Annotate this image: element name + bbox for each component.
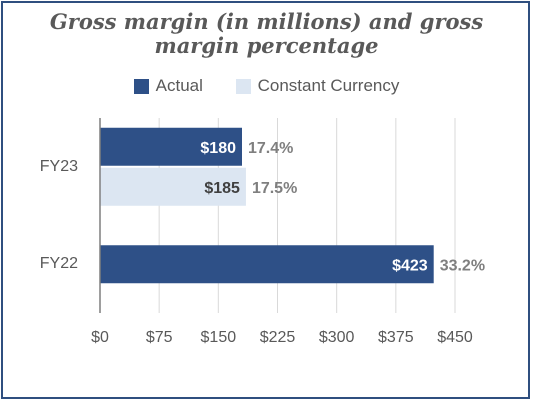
x-tick-label: $75 bbox=[146, 329, 173, 346]
x-tick-label: $450 bbox=[437, 329, 473, 346]
bar-constant-currency-fy23 bbox=[100, 167, 246, 206]
chart-legend: Actual Constant Currency bbox=[0, 76, 533, 99]
bar-actual-fy22 bbox=[100, 245, 434, 284]
data-label: $185 bbox=[204, 180, 240, 197]
data-label: $180 bbox=[200, 140, 236, 157]
chart-title: Gross margin (in millions) and gross mar… bbox=[0, 10, 533, 58]
x-tick-label: $375 bbox=[378, 329, 414, 346]
x-tick-label: $225 bbox=[260, 329, 296, 346]
chart-title-line-1: Gross margin (in millions) and gross bbox=[49, 9, 484, 34]
chart-frame bbox=[1, 1, 530, 399]
percentage-annotation: 17.5% bbox=[252, 180, 297, 197]
legend-label-constant-currency: Constant Currency bbox=[257, 76, 400, 95]
percentage-annotation: 33.2% bbox=[440, 257, 485, 274]
x-tick-label: $300 bbox=[319, 329, 355, 346]
x-tick-label: $0 bbox=[91, 329, 109, 346]
legend-label-actual: Actual bbox=[155, 76, 203, 95]
legend-item-actual: Actual bbox=[133, 76, 203, 96]
legend-swatch-actual bbox=[133, 78, 149, 94]
legend-swatch-constant-currency bbox=[235, 78, 251, 94]
bar-actual-fy23 bbox=[100, 127, 242, 166]
chart-title-line-2: margin percentage bbox=[154, 33, 379, 58]
category-label: FY22 bbox=[40, 255, 78, 272]
category-label: FY23 bbox=[40, 158, 78, 175]
legend-item-constant-currency: Constant Currency bbox=[235, 76, 400, 96]
x-tick-label: $150 bbox=[201, 329, 237, 346]
data-label: $423 bbox=[392, 257, 428, 274]
percentage-annotation: 17.4% bbox=[248, 140, 293, 157]
